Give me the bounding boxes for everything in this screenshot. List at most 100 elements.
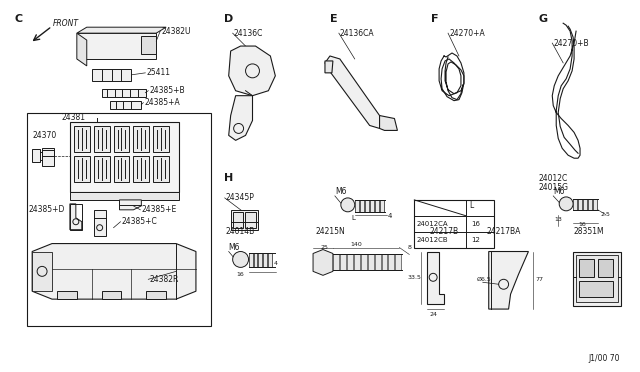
Text: M6: M6 <box>553 187 564 196</box>
Polygon shape <box>228 46 275 96</box>
Bar <box>264 253 268 267</box>
Bar <box>578 199 582 210</box>
Polygon shape <box>77 33 87 66</box>
Bar <box>588 199 592 210</box>
Bar <box>598 259 612 277</box>
Bar <box>573 251 621 306</box>
Polygon shape <box>93 210 106 235</box>
Bar <box>42 150 54 156</box>
Bar <box>244 212 257 228</box>
Bar <box>333 254 339 270</box>
Text: D: D <box>224 14 233 24</box>
Circle shape <box>341 198 355 212</box>
Text: 33.5: 33.5 <box>407 275 421 280</box>
Bar <box>583 199 587 210</box>
Bar <box>133 156 149 182</box>
Polygon shape <box>32 251 52 291</box>
Bar <box>414 200 493 247</box>
Bar <box>233 212 243 228</box>
Bar <box>396 254 401 270</box>
Polygon shape <box>313 250 333 275</box>
Text: G: G <box>538 14 547 24</box>
Polygon shape <box>325 56 385 128</box>
Polygon shape <box>120 200 141 210</box>
Text: 16: 16 <box>578 222 586 227</box>
Bar <box>74 156 90 182</box>
Text: 24012CB: 24012CB <box>416 237 448 243</box>
Text: 25: 25 <box>320 245 328 250</box>
Bar <box>347 254 353 270</box>
Bar <box>74 126 90 152</box>
Text: 24382R: 24382R <box>149 275 179 284</box>
Text: 24136CA: 24136CA <box>340 29 374 38</box>
Circle shape <box>559 197 573 211</box>
Text: C: C <box>14 14 22 24</box>
Bar <box>268 253 273 267</box>
Text: F: F <box>431 14 438 24</box>
Polygon shape <box>102 89 147 97</box>
Bar <box>380 200 383 212</box>
Text: H: H <box>224 173 233 183</box>
Bar <box>340 254 346 270</box>
Bar <box>361 254 367 270</box>
Text: 24385+C: 24385+C <box>122 217 157 226</box>
Bar <box>593 199 597 210</box>
Text: 2.5: 2.5 <box>601 212 611 217</box>
Bar <box>153 156 169 182</box>
Text: 24385+D: 24385+D <box>28 205 65 214</box>
Text: 4: 4 <box>387 213 392 219</box>
Bar <box>70 204 82 230</box>
Bar <box>28 113 211 326</box>
Text: 24385+A: 24385+A <box>145 98 180 107</box>
Text: 24270+A: 24270+A <box>449 29 484 38</box>
Bar <box>153 126 169 152</box>
Text: 25411: 25411 <box>147 68 170 77</box>
Text: J1/00 70: J1/00 70 <box>588 354 620 363</box>
Text: M6: M6 <box>228 243 240 252</box>
Bar <box>102 291 122 299</box>
Text: 24: 24 <box>429 311 437 317</box>
Bar <box>381 254 387 270</box>
Text: E: E <box>330 14 337 24</box>
Text: 24385+E: 24385+E <box>141 205 177 214</box>
Bar <box>370 200 374 212</box>
Text: FRONT: FRONT <box>53 19 79 28</box>
Bar <box>113 156 129 182</box>
Text: 24385+B: 24385+B <box>149 86 185 95</box>
Bar <box>93 126 109 152</box>
Bar <box>259 253 262 267</box>
Bar <box>147 291 166 299</box>
Bar <box>354 254 360 270</box>
Text: 24215N: 24215N <box>315 227 345 236</box>
Text: 24217B: 24217B <box>429 227 458 236</box>
Text: 24217BA: 24217BA <box>487 227 521 236</box>
Text: 24014B: 24014B <box>226 227 255 236</box>
Bar <box>576 256 618 302</box>
Text: 24012CA: 24012CA <box>416 221 448 227</box>
Text: 24012C: 24012C <box>538 174 568 183</box>
Polygon shape <box>325 61 333 73</box>
Bar <box>70 122 179 192</box>
Circle shape <box>233 251 248 267</box>
Text: 24382U: 24382U <box>161 27 191 36</box>
Text: L: L <box>469 201 473 210</box>
Bar <box>133 126 149 152</box>
Bar <box>32 149 40 162</box>
Polygon shape <box>109 101 141 109</box>
Text: L: L <box>352 215 356 221</box>
Bar <box>365 200 369 212</box>
Polygon shape <box>380 116 397 131</box>
Text: 24270+B: 24270+B <box>553 39 589 48</box>
Polygon shape <box>77 33 156 59</box>
Bar <box>230 210 259 230</box>
Bar <box>113 126 129 152</box>
Text: 24015G: 24015G <box>538 183 568 192</box>
Bar <box>93 156 109 182</box>
Text: 24136C: 24136C <box>234 29 263 38</box>
Text: 8: 8 <box>407 245 412 250</box>
Text: 77: 77 <box>536 277 543 282</box>
Polygon shape <box>427 251 444 304</box>
Bar <box>57 291 77 299</box>
Bar <box>579 259 594 277</box>
Bar <box>360 200 364 212</box>
